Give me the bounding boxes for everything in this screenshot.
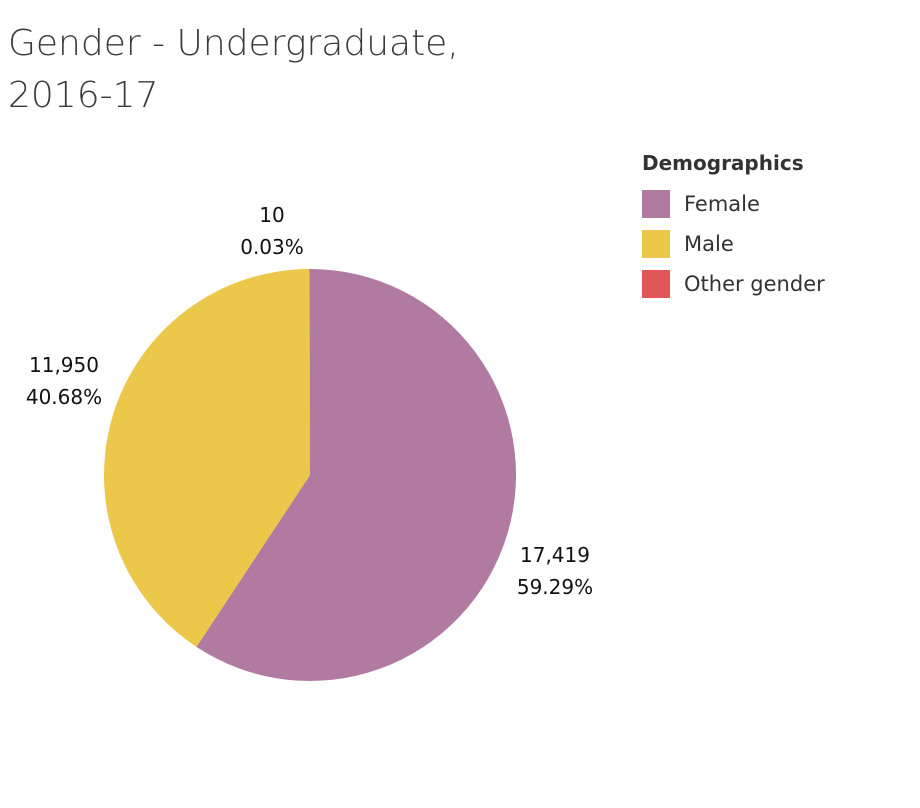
slice-value-label-other-gender: 10 <box>259 203 284 227</box>
pie-slice-female[interactable] <box>196 269 516 681</box>
legend-label-male: Male <box>684 232 734 256</box>
chart-title: Gender - Undergraduate, 2016-17 <box>8 18 608 122</box>
pie-slice-labels: 17,419 59.29% 11,950 40.68% 10 0.03% <box>26 203 593 599</box>
legend-item-male[interactable]: Male <box>642 224 902 264</box>
legend-title: Demographics <box>642 151 804 175</box>
legend-item-female[interactable]: Female <box>642 184 902 224</box>
legend: Demographics Female Male Other gender <box>642 148 902 304</box>
pie-slice-male[interactable] <box>103 269 310 647</box>
slice-value-label-male: 11,950 <box>29 353 99 377</box>
legend-item-other-gender[interactable]: Other gender <box>642 264 902 304</box>
legend-label-female: Female <box>684 192 760 216</box>
legend-label-other-gender: Other gender <box>684 272 825 296</box>
chart-title-line-1: Gender - Undergraduate, <box>8 23 459 64</box>
slice-percent-label-female: 59.29% <box>517 575 593 599</box>
legend-swatch-male <box>642 230 670 258</box>
slice-percent-label-other-gender: 0.03% <box>240 235 304 259</box>
slice-value-label-female: 17,419 <box>520 543 590 567</box>
legend-swatch-other-gender <box>642 270 670 298</box>
slice-percent-label-male: 40.68% <box>26 385 102 409</box>
pie-slices <box>103 269 516 681</box>
legend-swatch-female <box>642 190 670 218</box>
chart-title-line-2: 2016-17 <box>8 75 159 116</box>
